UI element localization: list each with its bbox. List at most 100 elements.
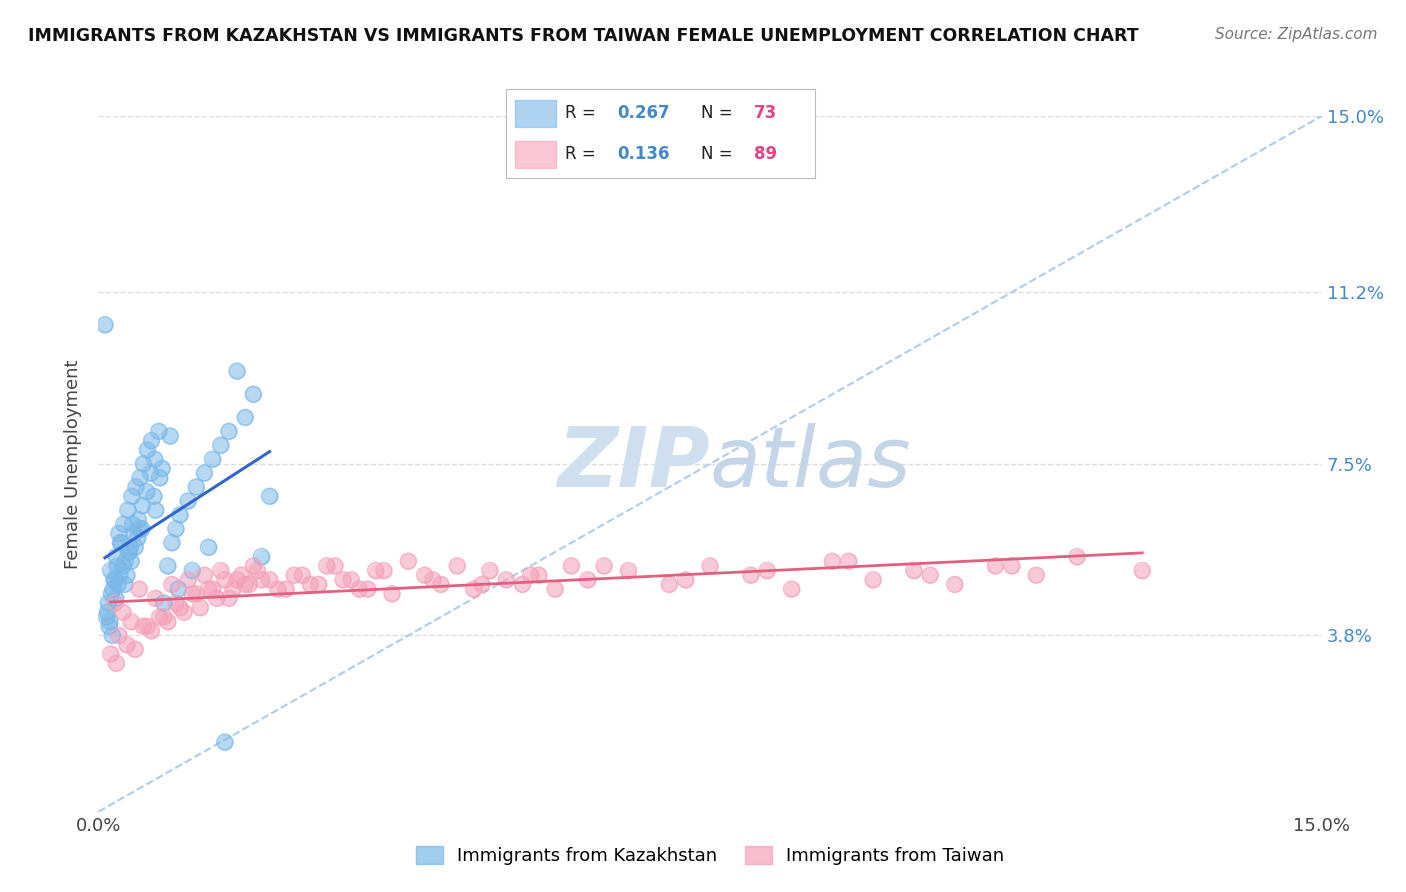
- Point: [167, 582, 190, 596]
- Point: [117, 503, 139, 517]
- Point: [160, 577, 183, 591]
- Point: [115, 638, 138, 652]
- Point: [222, 582, 245, 596]
- Point: [205, 591, 228, 606]
- Point: [118, 545, 141, 559]
- Point: [177, 494, 200, 508]
- Point: [323, 558, 346, 573]
- Point: [250, 573, 273, 587]
- Point: [274, 582, 297, 596]
- Point: [740, 568, 762, 582]
- Point: [1025, 568, 1047, 582]
- Point: [246, 564, 269, 578]
- Point: [821, 554, 844, 568]
- Point: [233, 410, 256, 425]
- Point: [446, 558, 468, 573]
- Point: [167, 582, 190, 596]
- Text: R =: R =: [565, 145, 600, 163]
- Point: [214, 735, 236, 749]
- Text: Source: ZipAtlas.com: Source: ZipAtlas.com: [1215, 27, 1378, 42]
- Point: [108, 568, 131, 582]
- Point: [332, 573, 354, 587]
- Point: [576, 573, 599, 587]
- Point: [617, 564, 640, 578]
- Point: [259, 573, 281, 587]
- Point: [478, 564, 501, 578]
- Point: [96, 605, 118, 619]
- Point: [740, 568, 762, 582]
- Point: [1066, 549, 1088, 564]
- Point: [141, 434, 163, 448]
- Point: [222, 582, 245, 596]
- Point: [131, 499, 153, 513]
- Point: [152, 596, 174, 610]
- Point: [201, 452, 224, 467]
- Point: [780, 582, 803, 596]
- Point: [107, 577, 129, 591]
- Point: [100, 587, 122, 601]
- Point: [120, 615, 142, 629]
- Point: [658, 577, 681, 591]
- Point: [132, 457, 155, 471]
- Point: [274, 582, 297, 596]
- Point: [675, 573, 697, 587]
- Point: [920, 568, 942, 582]
- Point: [120, 541, 142, 555]
- Point: [283, 568, 305, 582]
- Point: [1025, 568, 1047, 582]
- Point: [209, 438, 232, 452]
- Text: atlas: atlas: [710, 424, 911, 504]
- Point: [100, 587, 122, 601]
- Point: [364, 564, 387, 578]
- Point: [110, 535, 132, 549]
- Point: [340, 573, 363, 587]
- Point: [699, 558, 721, 573]
- Point: [356, 582, 378, 596]
- Point: [291, 568, 314, 582]
- Point: [201, 582, 224, 596]
- Point: [193, 568, 215, 582]
- Point: [114, 554, 136, 568]
- Point: [136, 619, 159, 633]
- FancyBboxPatch shape: [516, 100, 555, 127]
- Point: [108, 628, 131, 642]
- Point: [205, 591, 228, 606]
- Point: [124, 526, 146, 541]
- Point: [527, 568, 550, 582]
- Text: N =: N =: [702, 145, 738, 163]
- Legend: Immigrants from Kazakhstan, Immigrants from Taiwan: Immigrants from Kazakhstan, Immigrants f…: [409, 838, 1011, 872]
- Y-axis label: Female Unemployment: Female Unemployment: [65, 359, 83, 568]
- Point: [332, 573, 354, 587]
- Point: [197, 541, 219, 555]
- Point: [159, 429, 181, 443]
- Point: [125, 480, 148, 494]
- Point: [193, 466, 215, 480]
- Point: [100, 647, 122, 661]
- Point: [943, 577, 966, 591]
- Point: [181, 564, 204, 578]
- Point: [136, 442, 159, 457]
- Point: [756, 564, 779, 578]
- Point: [104, 591, 127, 606]
- Text: N =: N =: [702, 104, 738, 122]
- Point: [519, 568, 541, 582]
- Point: [148, 425, 170, 439]
- Point: [115, 568, 138, 582]
- Point: [214, 573, 236, 587]
- Point: [105, 558, 128, 573]
- Point: [181, 587, 204, 601]
- Point: [527, 568, 550, 582]
- Point: [105, 657, 128, 671]
- Point: [259, 573, 281, 587]
- Point: [413, 568, 436, 582]
- Point: [152, 610, 174, 624]
- Point: [165, 522, 187, 536]
- Point: [177, 494, 200, 508]
- Point: [97, 596, 120, 610]
- Point: [136, 619, 159, 633]
- Point: [181, 587, 204, 601]
- Point: [201, 452, 224, 467]
- Point: [120, 541, 142, 555]
- Point: [169, 600, 191, 615]
- Point: [218, 591, 240, 606]
